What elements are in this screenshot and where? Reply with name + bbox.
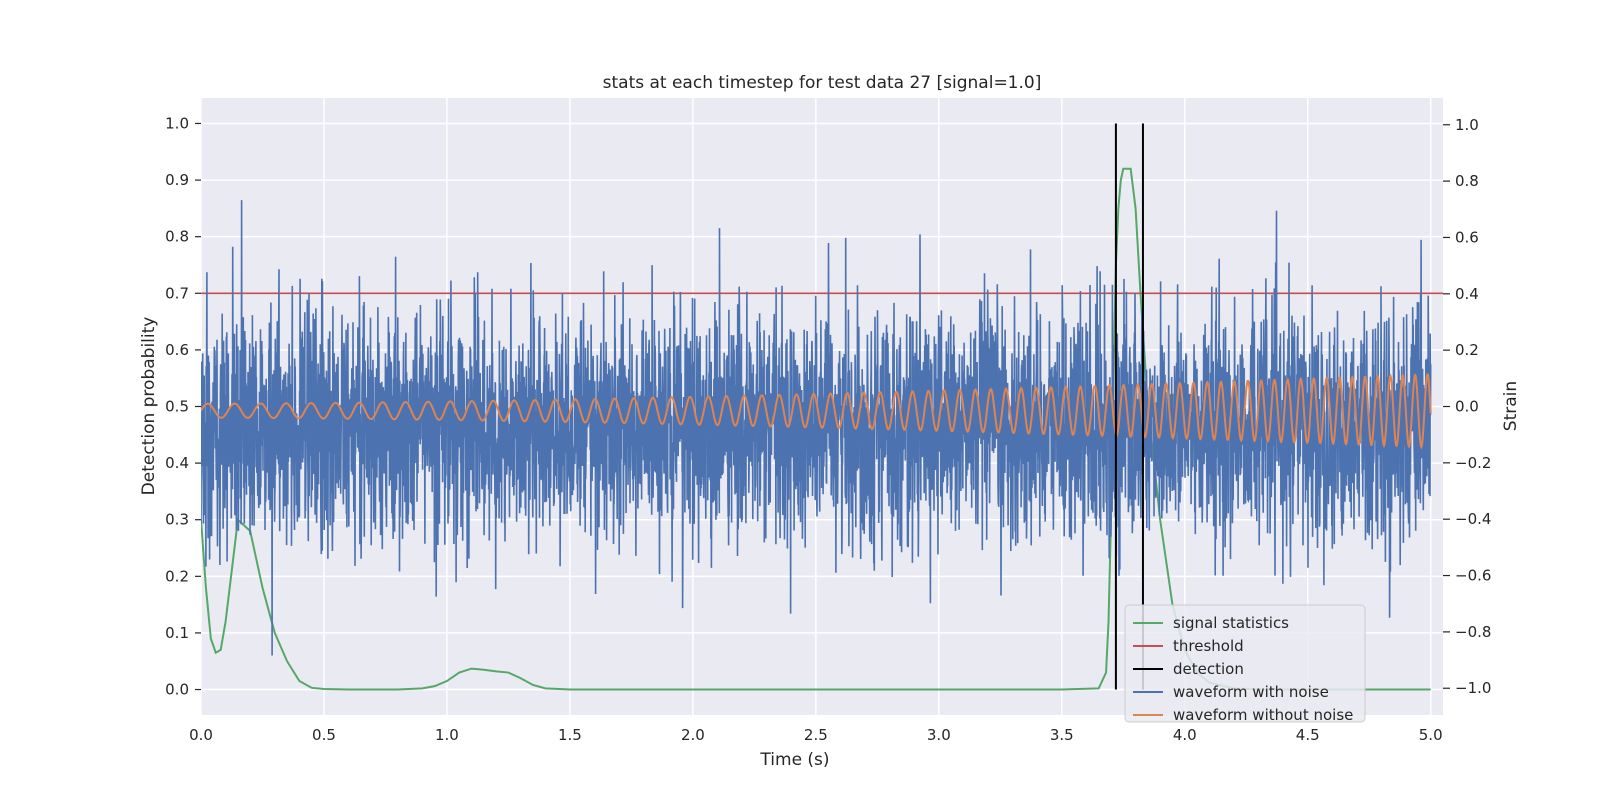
x-axis-title: Time (s) (759, 750, 829, 770)
legend-entry: threshold (1173, 637, 1244, 655)
chart-title: stats at each timestep for test data 27 … (603, 73, 1042, 93)
waveform-without-noise-line (201, 372, 1432, 450)
left-y-tick-label: 0.2 (165, 567, 189, 585)
legend-box (1124, 604, 1366, 723)
right-y-tick-label: −0.8 (1455, 623, 1491, 641)
right-y-tick-label: 0.4 (1455, 285, 1479, 303)
left-y-tick-label: 0.9 (165, 171, 189, 189)
x-tick-label: 2.5 (804, 726, 828, 744)
right-y-tick-label: 0.6 (1455, 228, 1479, 246)
legend-entry: detection (1173, 660, 1244, 678)
right-y-axis-title: Strain (1501, 381, 1521, 431)
left-y-axis-title: Detection probability (139, 317, 159, 496)
left-y-tick-label: 1.0 (165, 114, 189, 132)
left-y-tick-label: 0.7 (165, 284, 189, 302)
left-y-tick-label: 0.0 (165, 681, 189, 699)
x-tick-label: 3.5 (1050, 726, 1074, 744)
left-y-tick-label: 0.1 (165, 624, 189, 642)
right-y-tick-label: 0.2 (1455, 341, 1479, 359)
legend-entry: waveform with noise (1173, 683, 1329, 701)
left-y-tick-label: 0.3 (165, 511, 189, 529)
waveform-with-noise-line (201, 200, 1432, 656)
right-y-tick-label: 0.0 (1455, 398, 1479, 416)
left-y-tick-label: 0.4 (165, 454, 189, 472)
x-tick-label: 4.0 (1173, 726, 1197, 744)
right-y-tick-label: 1.0 (1455, 116, 1479, 134)
x-tick-label: 1.5 (558, 726, 582, 744)
left-y-tick-label: 0.8 (165, 228, 189, 246)
x-tick-label: 2.0 (681, 726, 705, 744)
right-y-tick-label: −1.0 (1455, 679, 1491, 697)
right-y-tick-label: 0.8 (1455, 172, 1479, 190)
left-y-axis-ticks: 0.0 0.1 0.2 0.3 0.4 0.5 0.6 0.7 0.8 0.9 1.0 (165, 114, 201, 699)
x-tick-label: 3.0 (927, 726, 951, 744)
right-y-tick-label: −0.6 (1455, 567, 1491, 585)
series-layer (201, 123, 1443, 691)
legend-entry: signal statistics (1173, 614, 1289, 632)
x-tick-label: 4.5 (1296, 726, 1320, 744)
right-y-tick-label: −0.4 (1455, 510, 1491, 528)
left-y-tick-label: 0.6 (165, 341, 189, 359)
x-tick-label: 5.0 (1419, 726, 1443, 744)
legend: signal statistics threshold detection wavef… (1124, 604, 1366, 724)
x-tick-label: 1.0 (435, 726, 459, 744)
x-tick-label: 0.0 (189, 726, 213, 744)
x-tick-label: 0.5 (312, 726, 336, 744)
right-y-axis-ticks: −1.0 −0.8 −0.6 −0.4 −0.2 0.0 0.2 0.4 0.6 0.8 1.0 (1443, 116, 1491, 697)
right-y-tick-label: −0.2 (1455, 454, 1491, 472)
left-y-tick-label: 0.5 (165, 398, 189, 416)
x-axis-ticks: 0.0 0.5 1.0 1.5 2.0 2.5 3.0 3.5 4.0 4.5 5.0 (189, 726, 1443, 744)
legend-entry: waveform without noise (1173, 706, 1353, 724)
